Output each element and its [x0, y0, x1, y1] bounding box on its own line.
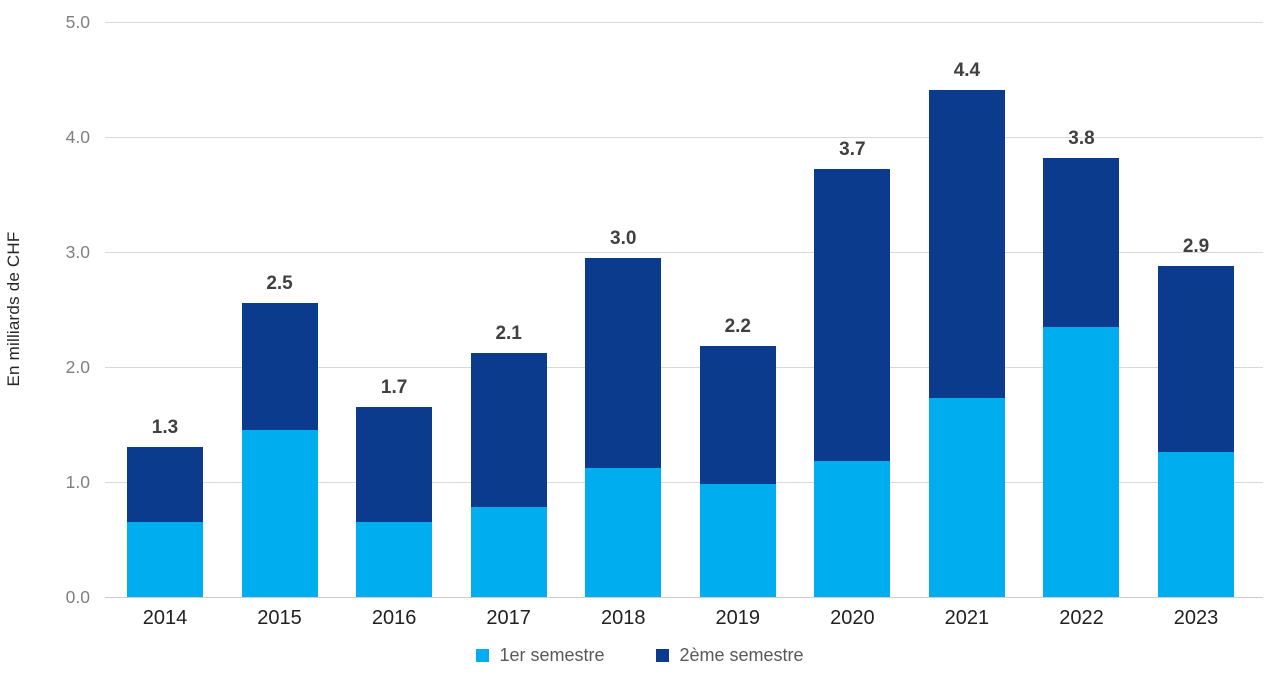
bar-segment-2eme-semestre: [1158, 266, 1235, 452]
bar-2017: [470, 353, 547, 597]
x-tick-label: 2019: [715, 607, 761, 629]
bar-2015: [241, 303, 318, 597]
bar-segment-1er-semestre: [1158, 452, 1235, 597]
x-tick-label: 2017: [486, 607, 531, 629]
bar-segment-1er-semestre: [928, 398, 1005, 597]
legend-item-1er-semestre: 1er semestre: [476, 645, 604, 666]
bar-segment-1er-semestre: [699, 484, 776, 597]
y-tick-label: 3.0: [65, 242, 90, 262]
plot-area: [105, 22, 1263, 598]
legend-label: 1er semestre: [499, 645, 605, 665]
y-tick-label: 4.0: [65, 127, 90, 147]
x-tick-label: 2015: [257, 607, 302, 629]
bar-segment-1er-semestre: [814, 461, 891, 597]
bar-2019: [699, 346, 776, 597]
bar-segment-2eme-semestre: [699, 346, 776, 484]
legend-label: 2ème semestre: [679, 645, 804, 665]
bar-segment-1er-semestre: [356, 522, 433, 597]
legend-swatch-icon: [656, 649, 670, 662]
x-tick-label: 2020: [830, 607, 875, 629]
x-tick-label: 2016: [371, 607, 417, 629]
bar-total-label: 3.0: [610, 228, 637, 249]
legend-item-2eme-semestre: 2ème semestre: [656, 645, 804, 666]
bar-segment-2eme-semestre: [470, 353, 547, 507]
x-tick-label: 2023: [1173, 607, 1219, 629]
bar-segment-1er-semestre: [1043, 327, 1120, 597]
bar-total-label: 3.8: [1068, 128, 1095, 149]
gridline: [105, 367, 1263, 368]
bar-total-label: 2.5: [266, 273, 293, 294]
bar-total-label: 4.4: [953, 60, 981, 81]
gridline: [105, 597, 1263, 598]
gridline: [105, 137, 1263, 138]
bar-2016: [356, 407, 433, 597]
x-tick-label: 2018: [600, 607, 646, 629]
y-tick-label: 1.0: [65, 472, 90, 492]
legend: 1er semestre 2ème semestre: [0, 645, 1280, 666]
bar-segment-2eme-semestre: [1043, 158, 1120, 327]
x-tick-label: 2022: [1059, 607, 1104, 629]
bar-2018: [585, 258, 662, 597]
y-axis-title: En milliards de CHF: [4, 231, 23, 387]
bar-segment-2eme-semestre: [928, 90, 1005, 398]
x-tick-label: 2021: [944, 607, 990, 629]
bar-segment-2eme-semestre: [585, 258, 662, 468]
bar-total-label: 3.7: [839, 139, 866, 160]
bar-2021: [928, 90, 1005, 597]
gridline: [105, 482, 1263, 483]
bar-total-label: 1.7: [380, 377, 408, 398]
bar-total-label: 2.9: [1182, 236, 1210, 257]
bar-segment-2eme-semestre: [241, 303, 318, 430]
gridline: [105, 252, 1263, 253]
bar-total-label: 2.1: [495, 323, 522, 344]
bar-segment-2eme-semestre: [127, 447, 203, 522]
y-tick-label: 0.0: [65, 587, 90, 607]
y-tick-label: 2.0: [65, 357, 90, 377]
legend-swatch-icon: [476, 649, 490, 662]
bar-2020: [814, 169, 891, 597]
gridline: [105, 22, 1263, 23]
bar-segment-1er-semestre: [127, 522, 203, 597]
bar-total-label: 1.3: [151, 417, 179, 438]
bar-segment-2eme-semestre: [814, 169, 891, 461]
bar-segment-1er-semestre: [470, 507, 547, 597]
bar-segment-1er-semestre: [585, 468, 662, 597]
bar-segment-1er-semestre: [241, 430, 318, 597]
bar-2014: [127, 447, 203, 597]
y-tick-label: 5.0: [65, 12, 90, 32]
bar-total-label: 2.2: [724, 316, 751, 337]
bar-2023: [1158, 266, 1235, 597]
bar-2022: [1043, 158, 1120, 597]
x-tick-label: 2014: [142, 607, 188, 629]
bar-segment-2eme-semestre: [356, 407, 433, 522]
